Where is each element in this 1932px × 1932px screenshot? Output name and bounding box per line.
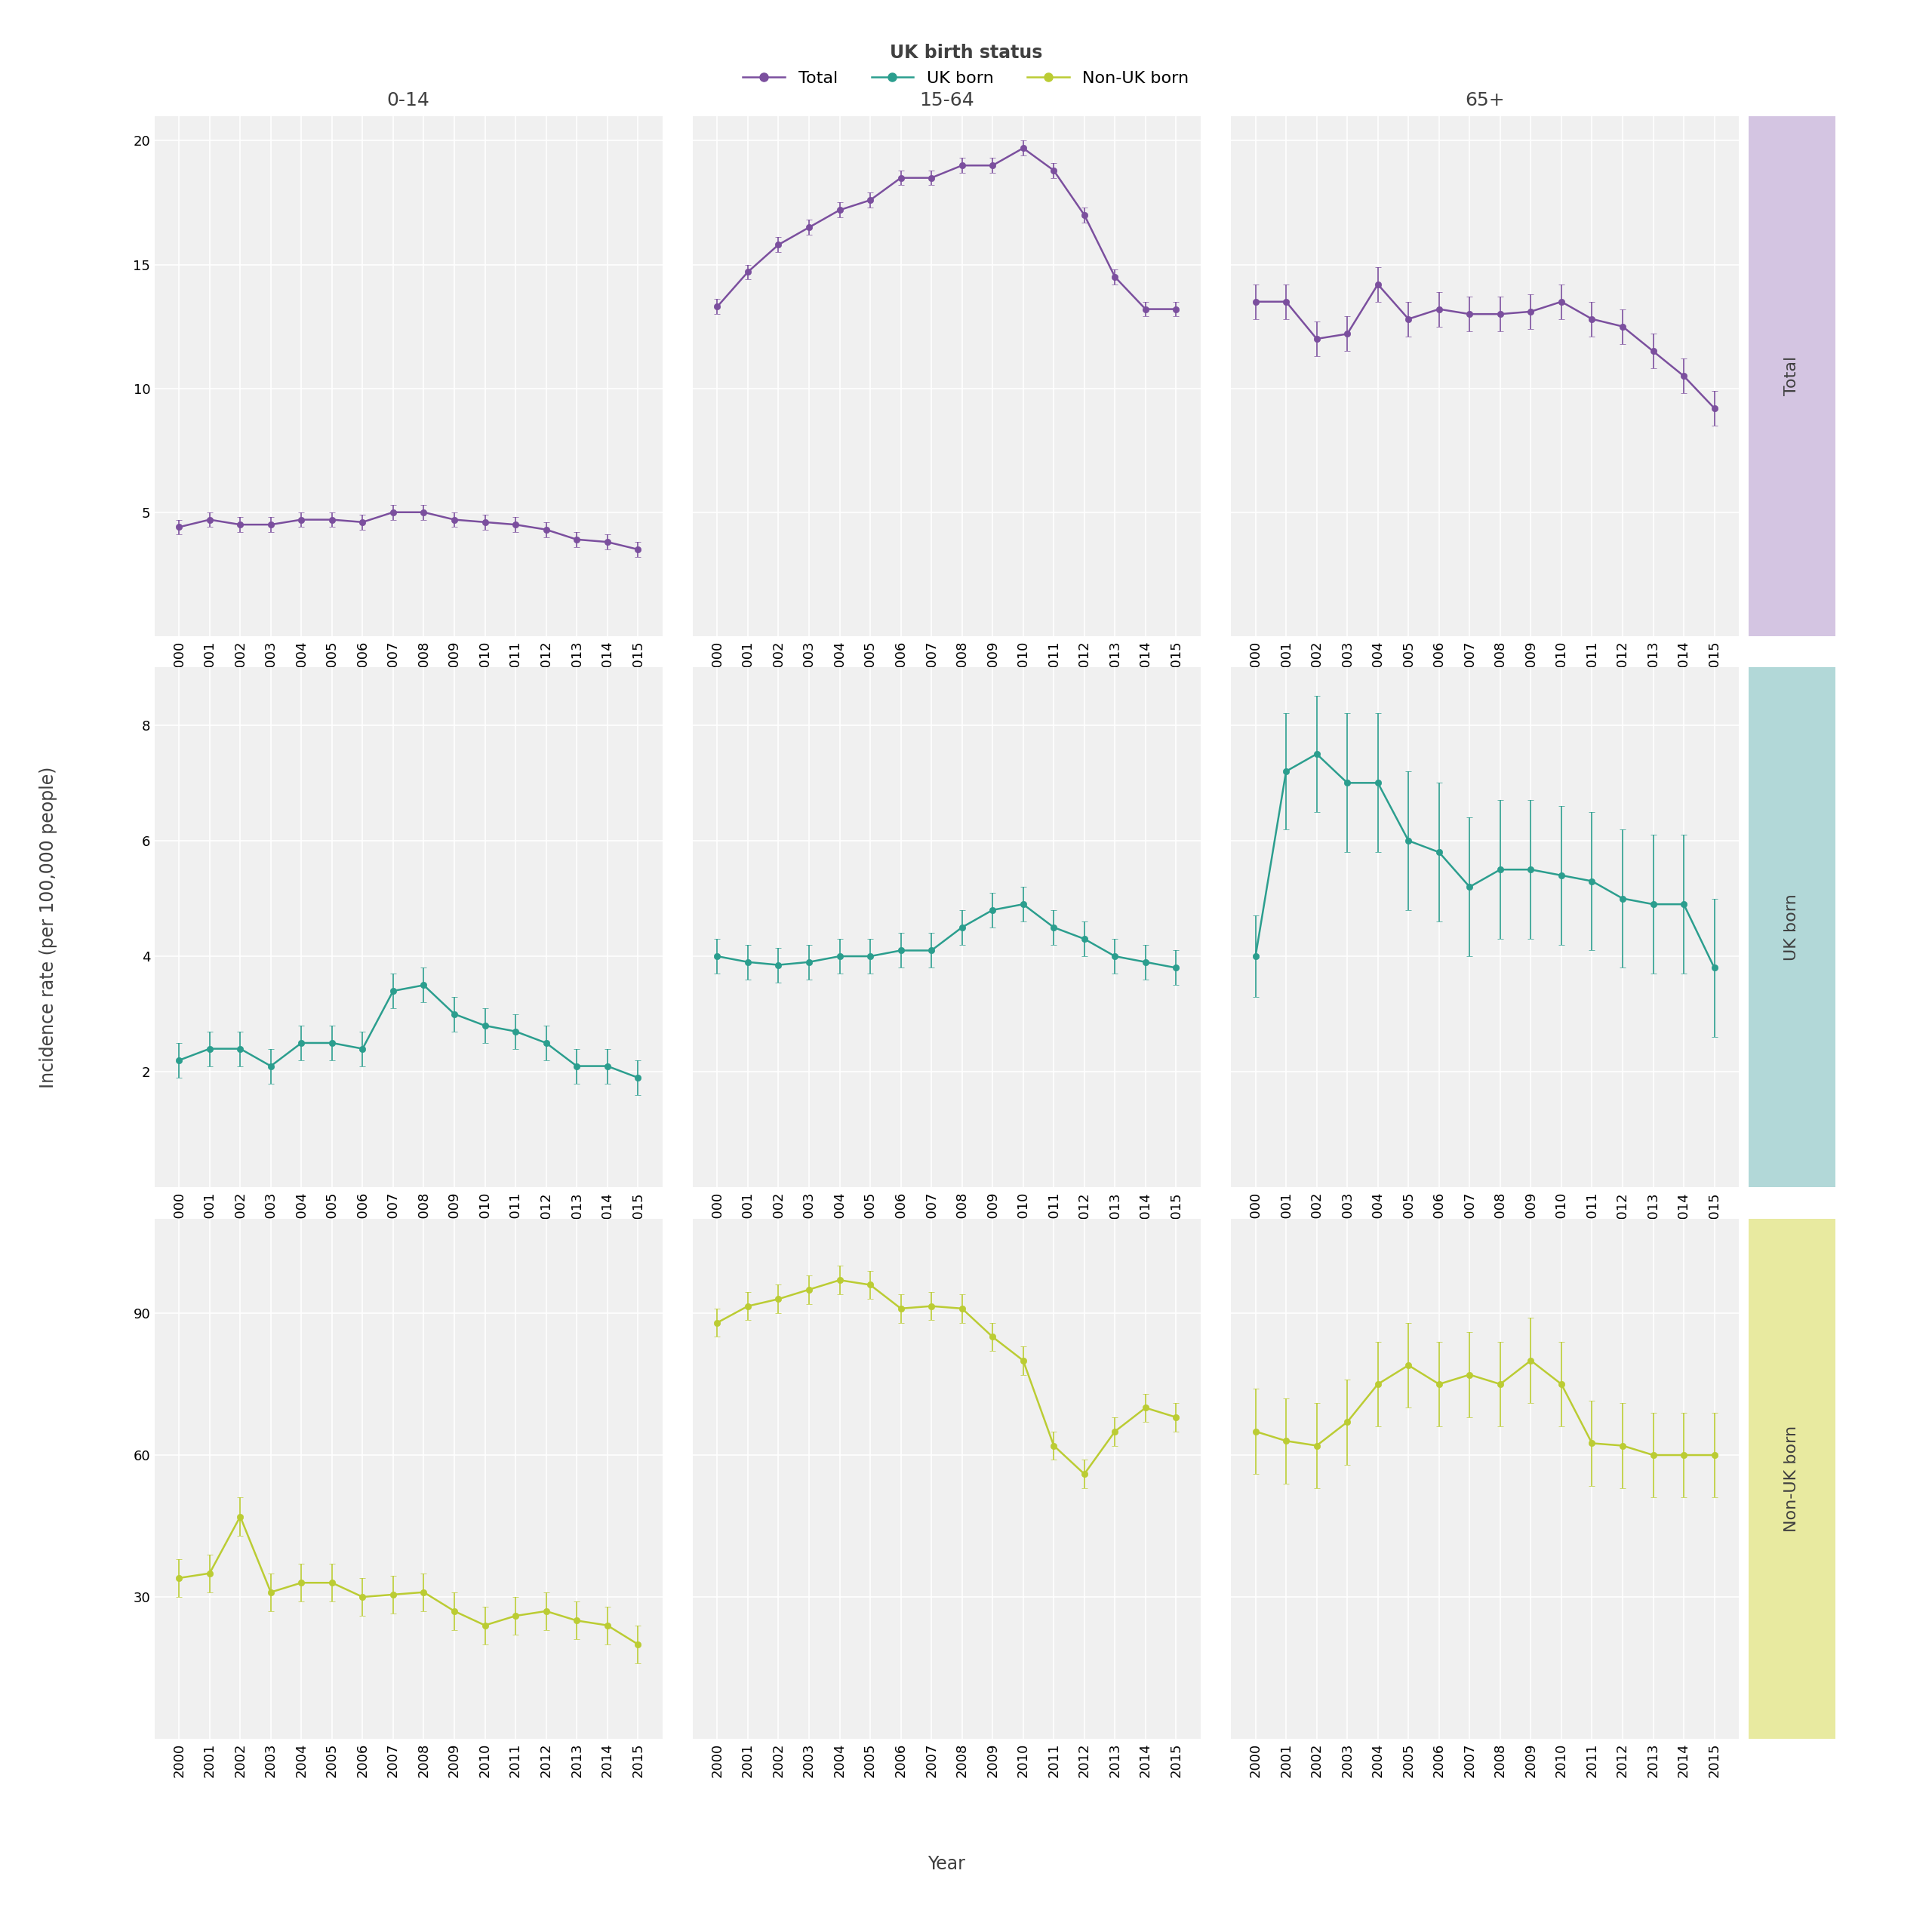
Text: Incidence rate (per 100,000 people): Incidence rate (per 100,000 people) [39, 767, 58, 1088]
Text: Non-UK born: Non-UK born [1785, 1426, 1799, 1532]
Text: UK born: UK born [1785, 895, 1799, 960]
Title: 0-14: 0-14 [386, 91, 431, 110]
Text: Year: Year [927, 1855, 966, 1874]
Legend: Total, UK born, Non-UK born: Total, UK born, Non-UK born [736, 37, 1196, 93]
Text: Total: Total [1785, 355, 1799, 396]
Title: 15-64: 15-64 [920, 91, 974, 110]
Title: 65+: 65+ [1464, 91, 1505, 110]
